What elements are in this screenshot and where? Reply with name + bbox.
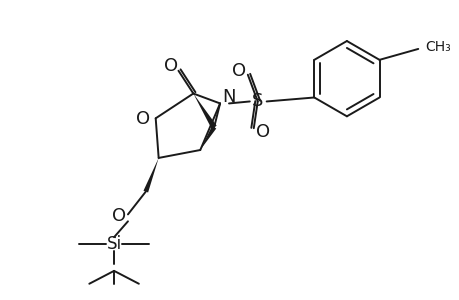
- Text: CH₃: CH₃: [424, 40, 450, 54]
- Text: O: O: [164, 57, 178, 75]
- Text: S: S: [252, 92, 263, 110]
- Polygon shape: [143, 158, 158, 193]
- Polygon shape: [193, 94, 216, 129]
- Text: O: O: [112, 207, 126, 225]
- Text: Si: Si: [106, 235, 121, 253]
- Polygon shape: [200, 126, 216, 150]
- Text: N: N: [222, 88, 235, 106]
- Text: O: O: [231, 62, 246, 80]
- Text: O: O: [255, 123, 269, 141]
- Text: O: O: [135, 110, 150, 128]
